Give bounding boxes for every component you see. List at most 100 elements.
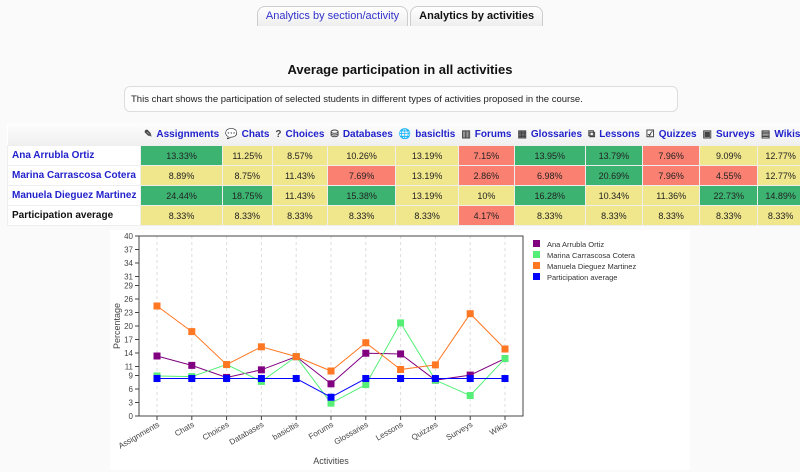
participation-cell: 11.25% (221, 145, 273, 166)
column-label: Lessons (599, 128, 640, 140)
participation-cell: 8.33% (757, 205, 800, 226)
data-point (362, 339, 370, 347)
legend-label: Ana Arrubla Ortiz (547, 240, 604, 249)
header-empty (7, 123, 141, 146)
participation-cell: 13.33% (140, 145, 223, 166)
data-point (153, 302, 161, 310)
data-point (362, 381, 370, 389)
participation-cell: 4.55% (699, 165, 759, 186)
data-point (397, 319, 405, 327)
data-point (223, 375, 231, 383)
participation-cell: 8.33% (326, 205, 397, 226)
y-tick-label: 23 (124, 309, 133, 318)
data-point (466, 310, 474, 318)
y-tick-label: 29 (124, 282, 133, 291)
student-link[interactable]: Marina Carrascosa Cotera (6, 165, 142, 186)
y-tick-label: 20 (124, 322, 133, 331)
data-point (327, 399, 335, 407)
data-point (327, 380, 335, 388)
data-point (431, 361, 439, 369)
plot-frame (138, 235, 524, 417)
y-tick-label: 0 (129, 412, 134, 421)
column-header-basicltis[interactable]: 🌐 basicltis (395, 123, 459, 146)
legend-swatch (533, 251, 540, 258)
column-header-quizzes[interactable]: ☑ Quizzes (642, 123, 700, 146)
participation-cell: 8.33% (271, 205, 328, 226)
data-point (188, 328, 196, 336)
tab-by-section-activity[interactable]: Analytics by section/activity (256, 6, 409, 26)
row-label: Participation average (6, 205, 142, 226)
participation-cell: 12.77% (757, 145, 800, 166)
column-label: Choices (285, 128, 325, 140)
data-point (501, 355, 509, 363)
y-tick-label: 17 (124, 336, 133, 345)
participation-cell: 13.19% (395, 145, 459, 166)
y-tick-label: 14 (124, 349, 133, 358)
chat-icon: 💬 (225, 128, 238, 140)
participation-cell: 11.43% (271, 185, 328, 206)
data-point (153, 375, 161, 383)
data-point (362, 349, 370, 357)
data-point (223, 361, 231, 369)
participation-cell: 8.33% (221, 205, 273, 226)
survey-icon: ▣ (702, 128, 712, 140)
participation-cell: 16.28% (513, 185, 586, 206)
column-header-forums[interactable]: ▥ Forums (458, 123, 515, 146)
data-point (292, 375, 300, 383)
participation-cell: 8.33% (395, 205, 459, 226)
participation-cell: 7.15% (457, 145, 515, 166)
participation-cell: 2.86% (457, 165, 515, 186)
column-header-glossaries[interactable]: ▦ Glossaries (514, 123, 586, 146)
column-header-assignments[interactable]: ✎ Assignments (140, 123, 223, 146)
column-header-databases[interactable]: ⛁ Databases (327, 123, 396, 146)
participation-cell: 8.33% (513, 205, 586, 226)
data-point (188, 375, 196, 383)
data-point (188, 361, 196, 369)
data-point (257, 375, 265, 383)
question-icon: ? (275, 128, 282, 140)
participation-cell: 10.26% (326, 145, 397, 166)
description-box: This chart shows the participation of se… (124, 86, 678, 112)
student-link[interactable]: Manuela Dieguez Martinez (6, 185, 142, 206)
data-point (501, 375, 509, 383)
participation-cell: 7.96% (642, 145, 701, 166)
column-label: Wikis (774, 128, 800, 140)
forum-icon: ▥ (461, 128, 471, 140)
column-label: basicltis (415, 128, 456, 140)
participation-cell: 11.43% (271, 165, 328, 186)
data-point (327, 393, 335, 401)
y-tick-label: 9 (129, 372, 134, 381)
participation-cell: 8.75% (221, 165, 273, 186)
participation-cell: 8.33% (699, 205, 759, 226)
wiki-icon: ▤ (760, 128, 771, 140)
table-row: Participation average 8.33% 8.33% 8.33% 8.33… (6, 205, 800, 226)
data-point (466, 392, 474, 400)
glossary-icon: ▦ (517, 128, 527, 140)
column-label: Glossaries (530, 128, 583, 140)
y-tick-label: 6 (129, 385, 134, 394)
y-tick-label: 34 (124, 259, 133, 268)
lesson-icon: ⧉ (588, 128, 596, 140)
participation-cell: 11.36% (642, 185, 701, 206)
participation-cell: 8.33% (642, 205, 701, 226)
chart-background (110, 230, 690, 470)
participation-cell: 22.73% (699, 185, 759, 206)
participation-cell: 10% (457, 185, 515, 206)
x-axis-label: Activities (313, 456, 349, 466)
student-link[interactable]: Ana Arrubla Ortiz (6, 145, 142, 166)
y-tick-label: 11 (125, 363, 134, 372)
tab-by-activities[interactable]: Analytics by activities (410, 6, 544, 26)
data-point (501, 345, 509, 353)
column-header-choices[interactable]: ? Choices (272, 123, 328, 146)
column-header-lessons[interactable]: ⧉ Lessons (585, 123, 643, 146)
data-point (397, 350, 405, 358)
column-header-surveys[interactable]: ▣ Surveys (699, 123, 758, 146)
participation-cell: 24.44% (140, 185, 223, 206)
column-label: Forums (474, 128, 512, 140)
column-header-chats[interactable]: 💬 Chats (222, 123, 273, 146)
column-header-wikis[interactable]: ▤ Wikis (757, 123, 800, 146)
y-axis-label: Percentage (112, 303, 122, 349)
data-point (257, 366, 265, 374)
participation-cell: 13.95% (513, 145, 586, 166)
